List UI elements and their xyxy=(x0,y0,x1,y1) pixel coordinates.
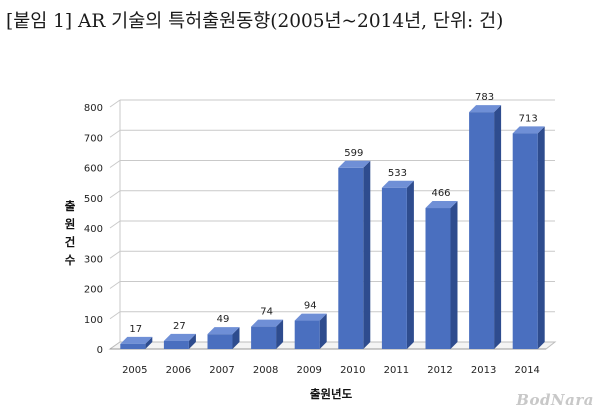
y-tick-label: 700 xyxy=(84,133,103,144)
gridline-depth-300 xyxy=(109,250,121,259)
gridline-depth-400 xyxy=(109,220,121,229)
gridline-depth-700 xyxy=(109,129,121,138)
y-tick-label: 100 xyxy=(84,315,103,326)
data-label-2014: 713 xyxy=(519,113,538,124)
bar-2010 xyxy=(338,160,371,349)
bar-series xyxy=(120,105,545,349)
data-label-2009: 94 xyxy=(304,301,317,312)
x-axis-title: 출원년도 xyxy=(310,387,353,401)
x-tick-label: 2014 xyxy=(514,365,539,376)
gridline-depth-100 xyxy=(109,311,121,320)
data-label-2006: 27 xyxy=(173,321,186,332)
x-tick-label: 2006 xyxy=(166,365,191,376)
y-tick-label: 0 xyxy=(97,345,103,356)
gridline-depth-500 xyxy=(109,190,121,199)
x-tick-label: 2005 xyxy=(122,365,147,376)
x-tick-label: 2012 xyxy=(427,365,452,376)
chart-caption: [붙임 1] AR 기술의 특허출원동향(2005년~2014년, 단위: 건) xyxy=(6,11,504,32)
watermark-logo: BodNara xyxy=(516,391,594,409)
gridline-depth-800 xyxy=(109,99,121,108)
gridline-depth-200 xyxy=(109,281,121,289)
bar-2006 xyxy=(163,333,196,349)
data-label-2013: 783 xyxy=(475,92,494,103)
y-tick-label: 200 xyxy=(84,285,103,296)
data-label-2007: 49 xyxy=(217,314,230,325)
bar-2007 xyxy=(207,327,240,349)
data-label-2011: 533 xyxy=(388,168,407,179)
data-label-2008: 74 xyxy=(260,307,273,318)
bar-2008 xyxy=(251,319,284,349)
bar-2005 xyxy=(120,336,153,349)
bar-2011 xyxy=(381,180,414,349)
data-label-2010: 599 xyxy=(344,148,363,159)
bar-2009 xyxy=(294,313,327,349)
data-label-2012: 466 xyxy=(431,188,450,199)
y-tick-label: 600 xyxy=(84,164,103,175)
y-tick-label: 300 xyxy=(84,254,103,265)
y-tick-label: 400 xyxy=(84,224,103,235)
x-tick-label: 2008 xyxy=(253,365,278,376)
bar-2013 xyxy=(469,105,502,349)
bar-2012 xyxy=(425,201,458,349)
data-label-2005: 17 xyxy=(129,324,142,335)
y-tick-label: 800 xyxy=(84,103,103,114)
x-tick-label: 2010 xyxy=(340,365,365,376)
tick-labels: 0 100 200 300 400 500 600 700 800 17 2005 27 2006 49 2… xyxy=(84,92,540,376)
x-tick-label: 2011 xyxy=(384,365,409,376)
x-tick-label: 2007 xyxy=(209,365,234,376)
x-tick-label: 2009 xyxy=(296,365,321,376)
bar-2014 xyxy=(512,126,545,349)
gridline-depth-600 xyxy=(109,160,121,168)
y-tick-label: 500 xyxy=(84,194,103,205)
x-tick-label: 2013 xyxy=(471,365,496,376)
